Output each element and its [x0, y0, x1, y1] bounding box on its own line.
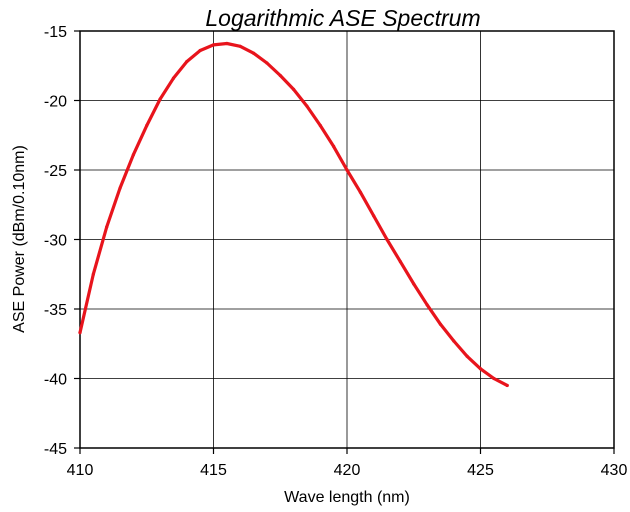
y-axis-label: ASE Power (dBm/0.10nm) — [11, 145, 28, 333]
chart-title: Logarithmic ASE Spectrum — [205, 5, 480, 31]
data-point — [251, 51, 256, 55]
x-tick-label: 430 — [601, 462, 628, 479]
y-tick-label: -45 — [44, 441, 67, 458]
data-point — [452, 339, 456, 343]
data-point — [385, 237, 389, 242]
x-tick-label: 415 — [200, 462, 227, 479]
data-point — [198, 48, 202, 53]
data-point — [225, 41, 229, 46]
tick-labels: 410 415 420 425 430 -45 -40 -35 -30 -25 -20 -15 — [44, 24, 628, 479]
data-series — [78, 41, 509, 388]
grid-lines — [80, 31, 614, 448]
data-point — [185, 59, 189, 64]
x-axis-label: Wave length (nm) — [284, 489, 410, 506]
y-tick-label: -30 — [44, 233, 67, 250]
data-point — [292, 87, 296, 91]
data-point — [412, 282, 416, 286]
x-tick-label: 420 — [334, 462, 361, 479]
data-point — [211, 43, 216, 47]
data-point — [318, 123, 322, 128]
data-point — [171, 76, 176, 80]
data-point — [105, 225, 109, 229]
data-point — [372, 214, 376, 218]
data-point — [358, 190, 362, 194]
y-tick-label: -25 — [44, 163, 67, 180]
data-point — [305, 104, 309, 108]
data-point — [332, 144, 336, 148]
data-point — [131, 153, 135, 157]
data-point — [278, 73, 282, 78]
data-point — [398, 260, 402, 264]
data-point — [118, 186, 122, 190]
x-tick-label: 425 — [467, 462, 494, 479]
y-tick-label: -40 — [44, 372, 67, 389]
data-point — [478, 367, 483, 371]
data-point — [425, 303, 429, 307]
series-line — [78, 41, 509, 387]
data-point — [91, 272, 95, 276]
data-point — [465, 354, 469, 358]
y-tick-label: -20 — [44, 94, 67, 111]
data-point — [492, 376, 496, 381]
x-tick-label: 410 — [67, 462, 94, 479]
data-point — [78, 331, 82, 335]
axis-ticks — [74, 30, 615, 454]
data-point — [158, 97, 162, 101]
y-tick-label: -15 — [44, 24, 67, 41]
data-point — [505, 383, 509, 388]
data-point — [438, 322, 443, 326]
data-point — [238, 44, 242, 48]
data-point — [345, 168, 349, 172]
y-tick-label: -35 — [44, 302, 67, 319]
data-point — [145, 123, 149, 128]
data-point — [265, 61, 269, 65]
